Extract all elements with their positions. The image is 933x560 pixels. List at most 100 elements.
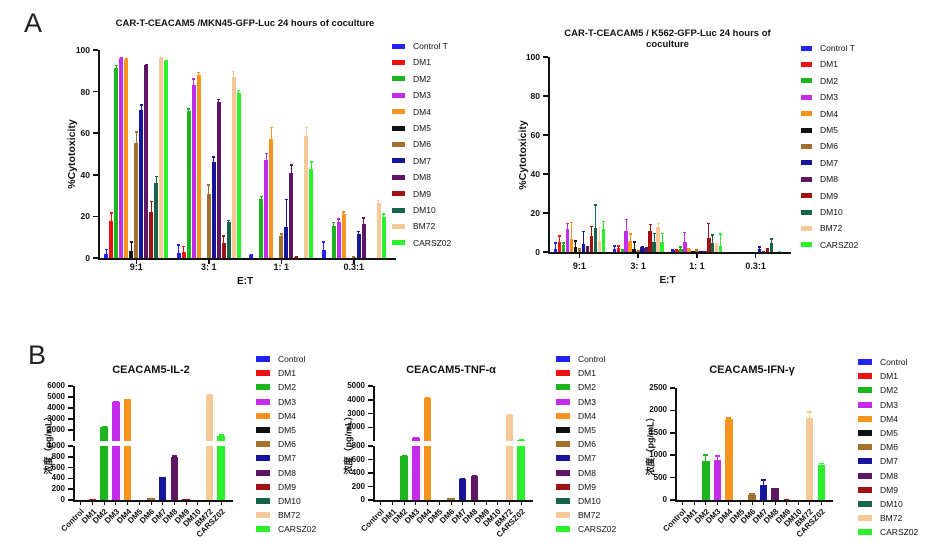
x-tick xyxy=(578,254,581,258)
x-tick-label: 0.3:1 xyxy=(343,262,364,272)
bar xyxy=(221,243,226,258)
legend-swatch xyxy=(256,384,270,391)
error-bar-cap xyxy=(279,233,283,235)
legend-label: DM9 xyxy=(578,481,596,492)
error-bar-cap xyxy=(807,411,813,413)
legend-item: DM7 xyxy=(256,453,296,463)
x-tick xyxy=(220,502,222,505)
bar xyxy=(719,246,723,252)
bar xyxy=(144,64,149,258)
legend-label: DM10 xyxy=(578,496,601,506)
error-bar-cap xyxy=(134,131,138,133)
error-bar xyxy=(705,454,707,462)
bar xyxy=(205,394,214,441)
y-tick xyxy=(368,445,373,447)
x-tick xyxy=(403,502,405,505)
legend-item: DM2 xyxy=(858,385,898,395)
legend-item: DM3 xyxy=(392,90,431,100)
error-bar-cap xyxy=(660,232,664,234)
y-tick-label: 2000 xyxy=(47,425,65,434)
y-tick xyxy=(68,407,73,409)
plot-segment xyxy=(375,386,527,441)
legend-label: DM8 xyxy=(578,467,596,478)
x-tick xyxy=(763,502,765,505)
bar xyxy=(632,249,636,252)
y-tick xyxy=(93,215,98,218)
legend-swatch xyxy=(801,127,812,133)
bar xyxy=(104,253,109,258)
x-tick xyxy=(820,502,822,505)
bar xyxy=(341,214,346,258)
legend-item: DM1 xyxy=(556,368,596,378)
bar xyxy=(269,139,274,258)
error-bar-cap xyxy=(628,233,632,235)
error-bar xyxy=(716,455,718,460)
y-tick xyxy=(68,466,73,469)
bar xyxy=(114,67,119,258)
error-bar xyxy=(633,241,635,250)
error-bar-cap xyxy=(124,58,128,60)
error-bar-cap xyxy=(784,499,790,500)
bar xyxy=(149,212,154,258)
error-bar-cap xyxy=(557,235,561,237)
legend-item: Control xyxy=(858,357,907,367)
legend-item: Control T xyxy=(392,41,448,51)
legend-swatch xyxy=(858,444,872,451)
legend-swatch xyxy=(556,526,570,533)
x-tick xyxy=(754,254,757,258)
legend-item: DM1 xyxy=(858,371,898,381)
error-bar xyxy=(582,230,584,245)
error-bar xyxy=(771,238,773,244)
y-tick xyxy=(368,485,373,488)
y-axis xyxy=(373,446,375,500)
chart-tnf: CEACAM5-TNF-α 浓度（pg/mL） 0 200 400 600 800 2000 3… xyxy=(340,358,580,558)
bar xyxy=(703,251,707,252)
bar xyxy=(236,92,241,258)
bar xyxy=(565,228,570,252)
bar xyxy=(561,245,566,252)
error-bar-cap xyxy=(160,476,166,478)
error-bar-cap xyxy=(232,70,236,73)
error-bar xyxy=(233,70,235,78)
y-tick xyxy=(368,426,373,428)
bar xyxy=(687,249,691,252)
bar xyxy=(159,58,164,258)
legend-swatch xyxy=(858,501,872,507)
error-bar-cap xyxy=(177,244,181,246)
legend-swatch xyxy=(556,498,570,504)
bar xyxy=(707,238,711,252)
x-tick-label: 0.3:1 xyxy=(745,261,766,271)
y-axis-label: 浓度（pg/mL） xyxy=(645,412,656,476)
bar xyxy=(470,476,479,500)
y-tick-label: 2000 xyxy=(347,422,365,432)
error-bar-cap xyxy=(719,233,723,235)
legend-swatch xyxy=(801,94,812,100)
bar xyxy=(671,250,675,252)
error-bar-cap xyxy=(101,426,107,428)
legend-swatch xyxy=(392,76,405,82)
legend-swatch xyxy=(392,43,405,49)
bar xyxy=(112,401,120,441)
error-bar-cap xyxy=(124,398,131,401)
legend-label: DM5 xyxy=(413,123,431,133)
x-tick xyxy=(693,502,695,505)
error-bar xyxy=(188,108,190,112)
bar xyxy=(181,251,186,258)
x-axis-label: E:T xyxy=(236,276,254,287)
legend-item: DM8 xyxy=(556,468,596,478)
x-tick xyxy=(751,502,753,505)
y-axis xyxy=(548,57,550,252)
chart-cytotoxicity-mkn45: CAR-T-CEACAM5 /MKN45-GFP-Luc 24 hours of… xyxy=(50,14,470,314)
error-bar-cap xyxy=(585,246,589,248)
legend-label: CARSZ02 xyxy=(578,524,617,535)
bar xyxy=(640,247,644,252)
legend-swatch xyxy=(801,209,812,215)
error-bar-cap xyxy=(687,248,691,250)
y-tick xyxy=(670,409,675,412)
error-bar xyxy=(115,64,117,68)
error-bar xyxy=(566,222,568,229)
legend-item: DM1 xyxy=(801,59,838,69)
y-tick xyxy=(543,134,548,136)
y-tick xyxy=(68,445,73,447)
legend-label: Control xyxy=(880,357,908,367)
